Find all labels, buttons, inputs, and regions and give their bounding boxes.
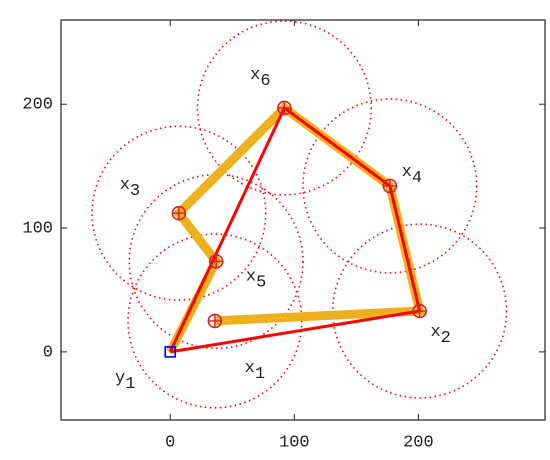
- node-plus: [208, 314, 222, 328]
- x-tick-label: 200: [403, 433, 434, 452]
- anchor-marker: [164, 346, 177, 358]
- node-label: x6: [250, 66, 270, 91]
- label-sub: 6: [260, 72, 270, 91]
- node-label: x5: [246, 268, 266, 293]
- label-main: x: [120, 177, 130, 196]
- x-tick-label: 100: [279, 433, 310, 452]
- label-main: x: [430, 324, 440, 343]
- node-label: x3: [120, 177, 140, 202]
- range-circle: [302, 98, 478, 274]
- label-main: y: [115, 369, 125, 388]
- label-main: x: [246, 268, 256, 287]
- label-sub: 3: [130, 183, 140, 202]
- y-tick-label: 0: [43, 343, 53, 362]
- y-tick-label: 100: [22, 220, 53, 239]
- node-label: x4: [402, 163, 422, 188]
- range-circle: [196, 20, 373, 196]
- node-label: y1: [115, 369, 135, 394]
- label-sub: 1: [255, 365, 265, 384]
- node-label: x1: [245, 359, 265, 384]
- label-sub: 2: [441, 330, 451, 349]
- node-plus: [383, 179, 397, 193]
- x-tick-label: 0: [165, 433, 175, 452]
- node-plus: [172, 206, 186, 220]
- label-main: x: [402, 163, 412, 182]
- label-sub: 1: [125, 375, 135, 394]
- label-main: x: [250, 66, 260, 85]
- node-plus: [277, 101, 291, 115]
- range-circle: [331, 223, 508, 399]
- range-circle: [91, 125, 267, 301]
- label-main: x: [245, 359, 255, 378]
- label-sub: 4: [412, 169, 422, 188]
- plot-area: [60, 19, 546, 421]
- node-plus: [209, 254, 223, 268]
- node-label: x2: [430, 324, 450, 349]
- node-plus: [413, 304, 427, 318]
- label-sub: 5: [256, 274, 266, 293]
- range-circle: [128, 173, 304, 350]
- y-tick-label: 200: [22, 96, 53, 115]
